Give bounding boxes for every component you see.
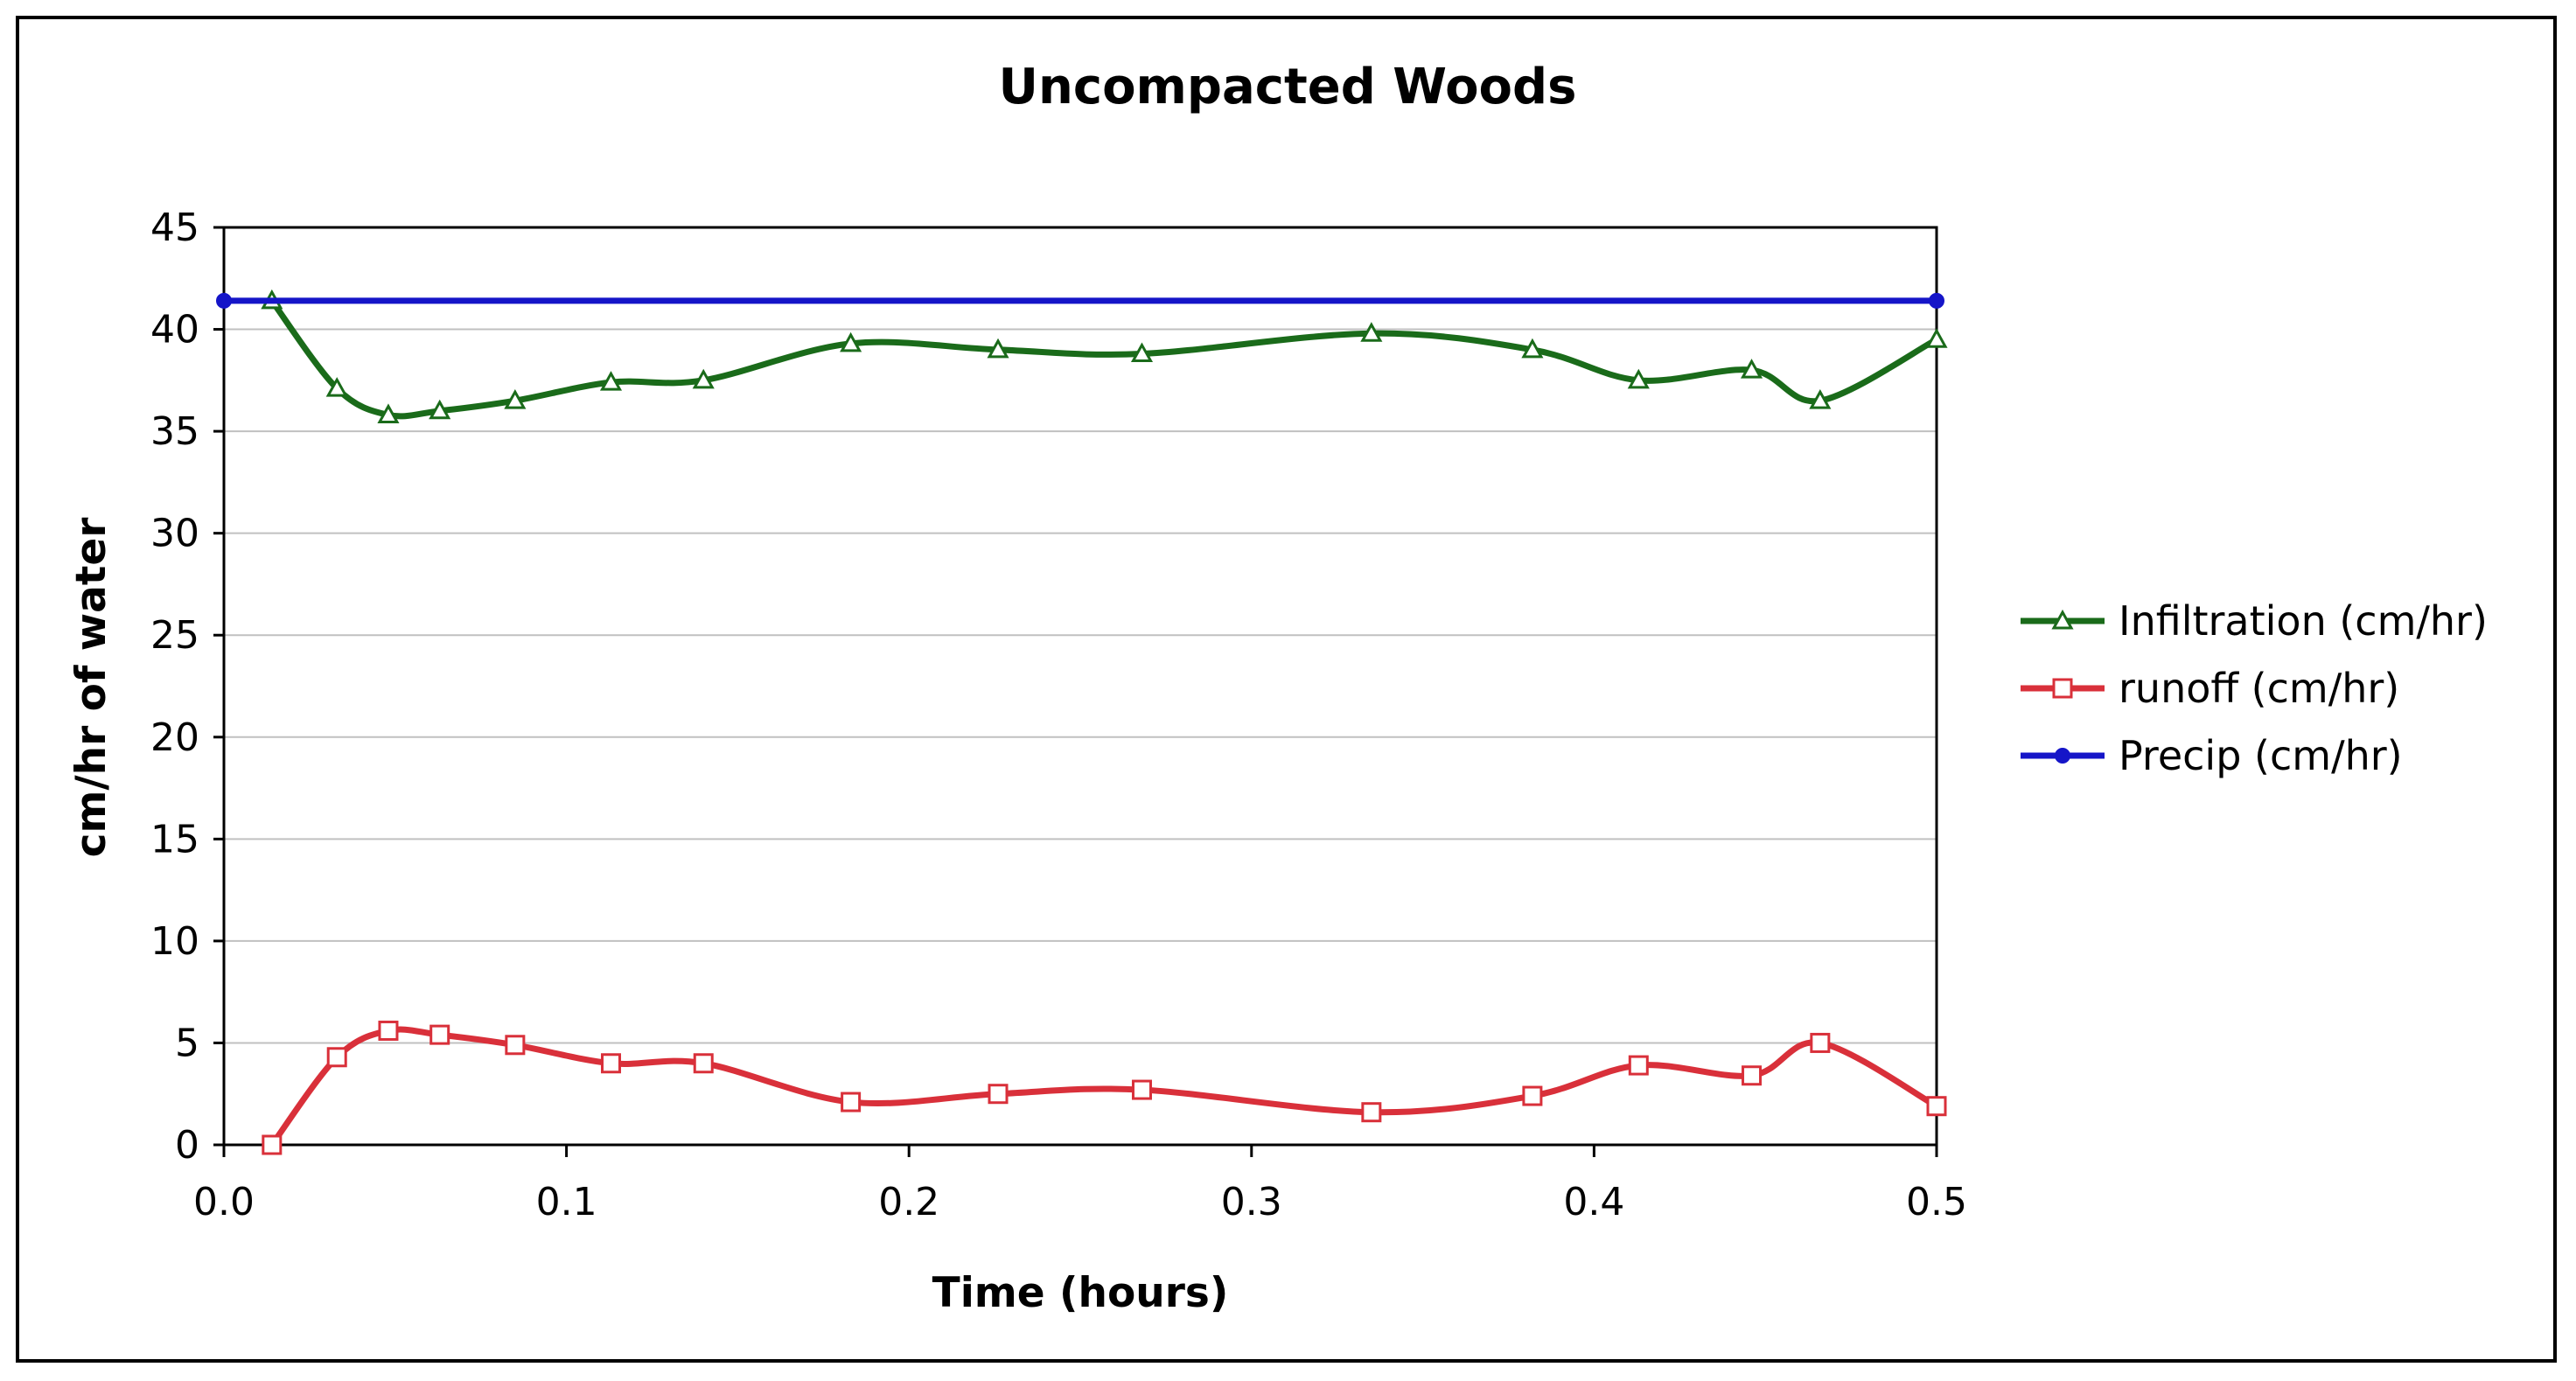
data-point [377,403,400,423]
data-point [1627,368,1650,389]
y-tick-label: 45 [150,206,199,250]
x-tick-label: 0.1 [536,1180,597,1224]
legend-marker [2055,748,2070,764]
y-tick-label: 20 [150,715,199,760]
data-point [325,377,348,397]
data-point [988,1084,1009,1105]
data-point [1131,1079,1152,1100]
data-point [1926,1096,1947,1117]
y-tick-label: 10 [150,919,199,964]
y-tick-label: 5 [175,1021,199,1065]
data-point [1521,338,1544,359]
x-tick-label: 0.0 [193,1180,255,1224]
data-point [1925,328,1948,348]
legend-label: Precip (cm/hr) [2119,732,2403,779]
data-point [505,1035,526,1056]
x-tick-label: 0.2 [878,1180,939,1224]
data-point [693,1053,714,1074]
data-point [1361,1102,1382,1123]
y-tick-label: 30 [150,512,199,556]
chart-frame [16,16,2557,1363]
y-tick-label: 40 [150,308,199,352]
legend-item: Precip (cm/hr) [2021,732,2403,779]
gridlines [224,328,1937,1044]
x-tick-label: 0.5 [1906,1180,1967,1224]
series-1 [262,1020,1947,1155]
data-point [262,1134,283,1155]
series-2 [216,292,1944,309]
data-point [1742,1065,1763,1086]
data-point [1130,342,1154,363]
y-tick-label: 15 [150,817,199,861]
y-axis-title: cm/hr of water [67,517,115,858]
data-point [429,399,451,420]
legend-item: runoff (cm/hr) [2021,665,2399,712]
legend-item: Infiltration (cm/hr) [2021,597,2488,645]
legend: Infiltration (cm/hr) runoff (cm/hr) Precip… [2021,597,2488,779]
data-point [1522,1085,1543,1106]
series-0 [261,289,1948,423]
series-line [269,298,1938,420]
legend-marker [2051,609,2074,630]
x-axis: 0.0 0.1 0.2 0.3 0.4 0.5 [193,1145,1967,1224]
legend-label: runoff (cm/hr) [2119,665,2399,712]
data-point [841,1092,862,1112]
data-point [429,1024,450,1045]
x-axis-title: Time (hours) [932,1269,1229,1317]
data-point [1628,1055,1649,1076]
data-point [1360,322,1383,342]
y-tick-label: 0 [175,1123,199,1168]
data-point [1810,1032,1831,1053]
chart-title: Uncompacted Woods [999,59,1577,115]
data-point [326,1047,347,1068]
legend-marker [2052,678,2073,699]
data-point [987,338,1009,359]
data-point [1809,389,1832,409]
data-point [599,371,623,391]
data-point [601,1053,622,1074]
x-tick-label: 0.3 [1221,1180,1282,1224]
data-point [216,292,232,309]
data-point [1929,292,1944,309]
x-tick-label: 0.4 [1563,1180,1624,1224]
y-tick-label: 35 [150,409,199,454]
series-layer [216,289,1948,1155]
data-point [378,1020,399,1041]
data-point [692,368,715,389]
data-point [1740,359,1763,379]
data-point [840,331,862,352]
legend-label: Infiltration (cm/hr) [2119,597,2488,645]
data-point [504,389,527,409]
plot-area [222,226,1938,1147]
y-tick-label: 25 [150,613,199,658]
y-axis: 0 5 10 15 20 25 30 35 40 45 [150,206,224,1168]
